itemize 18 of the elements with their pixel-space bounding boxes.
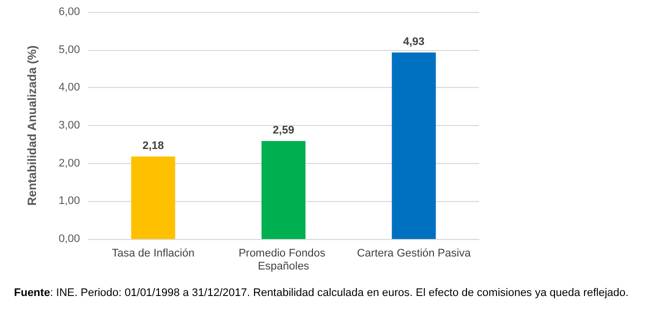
data-label: 2,59: [272, 124, 294, 137]
data-label: 2,18: [142, 140, 164, 152]
bar: [392, 52, 436, 239]
x-tick-label: Tasa de Inflación: [112, 248, 194, 260]
y-tick-label: 6,00: [58, 6, 80, 18]
source-note: Fuente: INE. Periodo: 01/01/1998 a 31/12/2017. Rentabilidad calculada en euros. El efecto de comisiones ya queda reflejado.: [14, 286, 630, 301]
data-label: 4,93: [403, 36, 425, 48]
bar: [131, 156, 176, 239]
bar: [262, 141, 306, 239]
y-tick-label: 5,00: [58, 44, 80, 56]
y-tick-label: 4,00: [58, 82, 80, 94]
y-tick-label: 0,00: [58, 233, 80, 245]
y-tick-label: 2,00: [58, 157, 80, 170]
x-tick-label: Cartera Gestión Pasiva: [356, 248, 472, 260]
x-tick-label: Promedio Fondos Españoles: [238, 248, 328, 272]
y-tick-label: 1,00: [58, 195, 80, 208]
y-tick-label: 3,00: [58, 120, 80, 132]
y-axis-title: Rentabilidad Anualizada (%): [25, 45, 39, 206]
